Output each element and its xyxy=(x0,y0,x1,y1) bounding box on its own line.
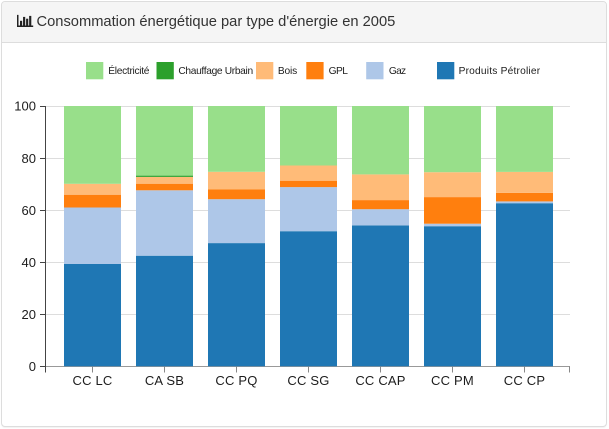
svg-text:CC CP: CC CP xyxy=(504,373,545,388)
svg-text:Chauffage Urbain: Chauffage Urbain xyxy=(178,66,252,77)
svg-text:Bois: Bois xyxy=(278,66,297,77)
svg-text:80: 80 xyxy=(22,151,36,166)
svg-text:CC PQ: CC PQ xyxy=(215,373,257,388)
svg-text:CC LC: CC LC xyxy=(72,373,112,388)
svg-text:Électricité: Électricité xyxy=(108,64,149,77)
svg-text:CC PM: CC PM xyxy=(431,373,474,388)
svg-text:Produits Pétrolier: Produits Pétrolier xyxy=(459,66,541,77)
svg-text:100: 100 xyxy=(14,99,36,114)
svg-text:20: 20 xyxy=(22,307,36,322)
svg-text:CC SG: CC SG xyxy=(287,373,329,388)
svg-text:CA SB: CA SB xyxy=(145,373,184,388)
svg-text:Gaz: Gaz xyxy=(389,66,406,77)
svg-text:CC CAP: CC CAP xyxy=(355,373,405,388)
svg-text:40: 40 xyxy=(22,255,36,270)
svg-text:GPL: GPL xyxy=(329,66,349,77)
svg-text:60: 60 xyxy=(22,203,36,218)
svg-text:Consommation énergétique par t: Consommation énergétique par type d'éner… xyxy=(37,14,396,30)
svg-text:0: 0 xyxy=(29,359,36,374)
